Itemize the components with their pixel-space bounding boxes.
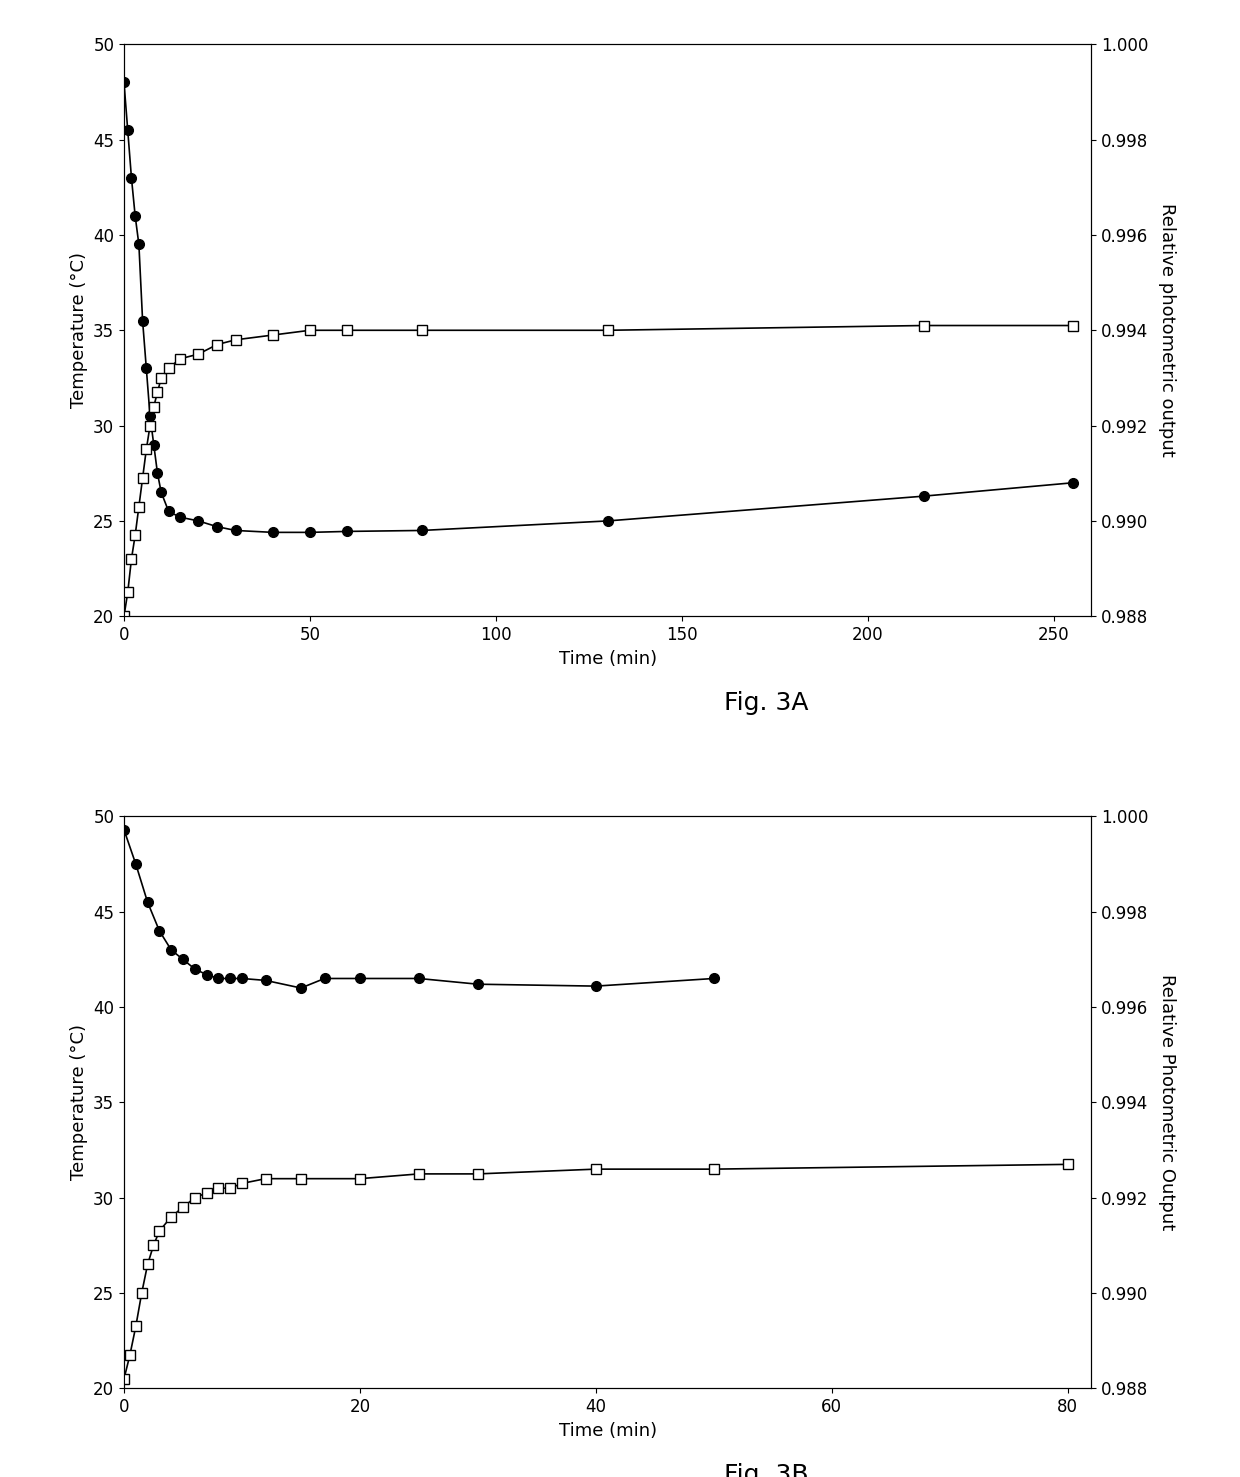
X-axis label: Time (min): Time (min) [558, 650, 657, 668]
Y-axis label: Temperature (°C): Temperature (°C) [69, 253, 88, 408]
Y-axis label: Relative photometric output: Relative photometric output [1158, 204, 1176, 458]
Text: Fig. 3A: Fig. 3A [724, 691, 808, 715]
Text: Fig. 3B: Fig. 3B [724, 1462, 808, 1477]
Y-axis label: Temperature (°C): Temperature (°C) [69, 1025, 88, 1180]
X-axis label: Time (min): Time (min) [558, 1422, 657, 1440]
Y-axis label: Relative Photometric Output: Relative Photometric Output [1158, 975, 1176, 1230]
